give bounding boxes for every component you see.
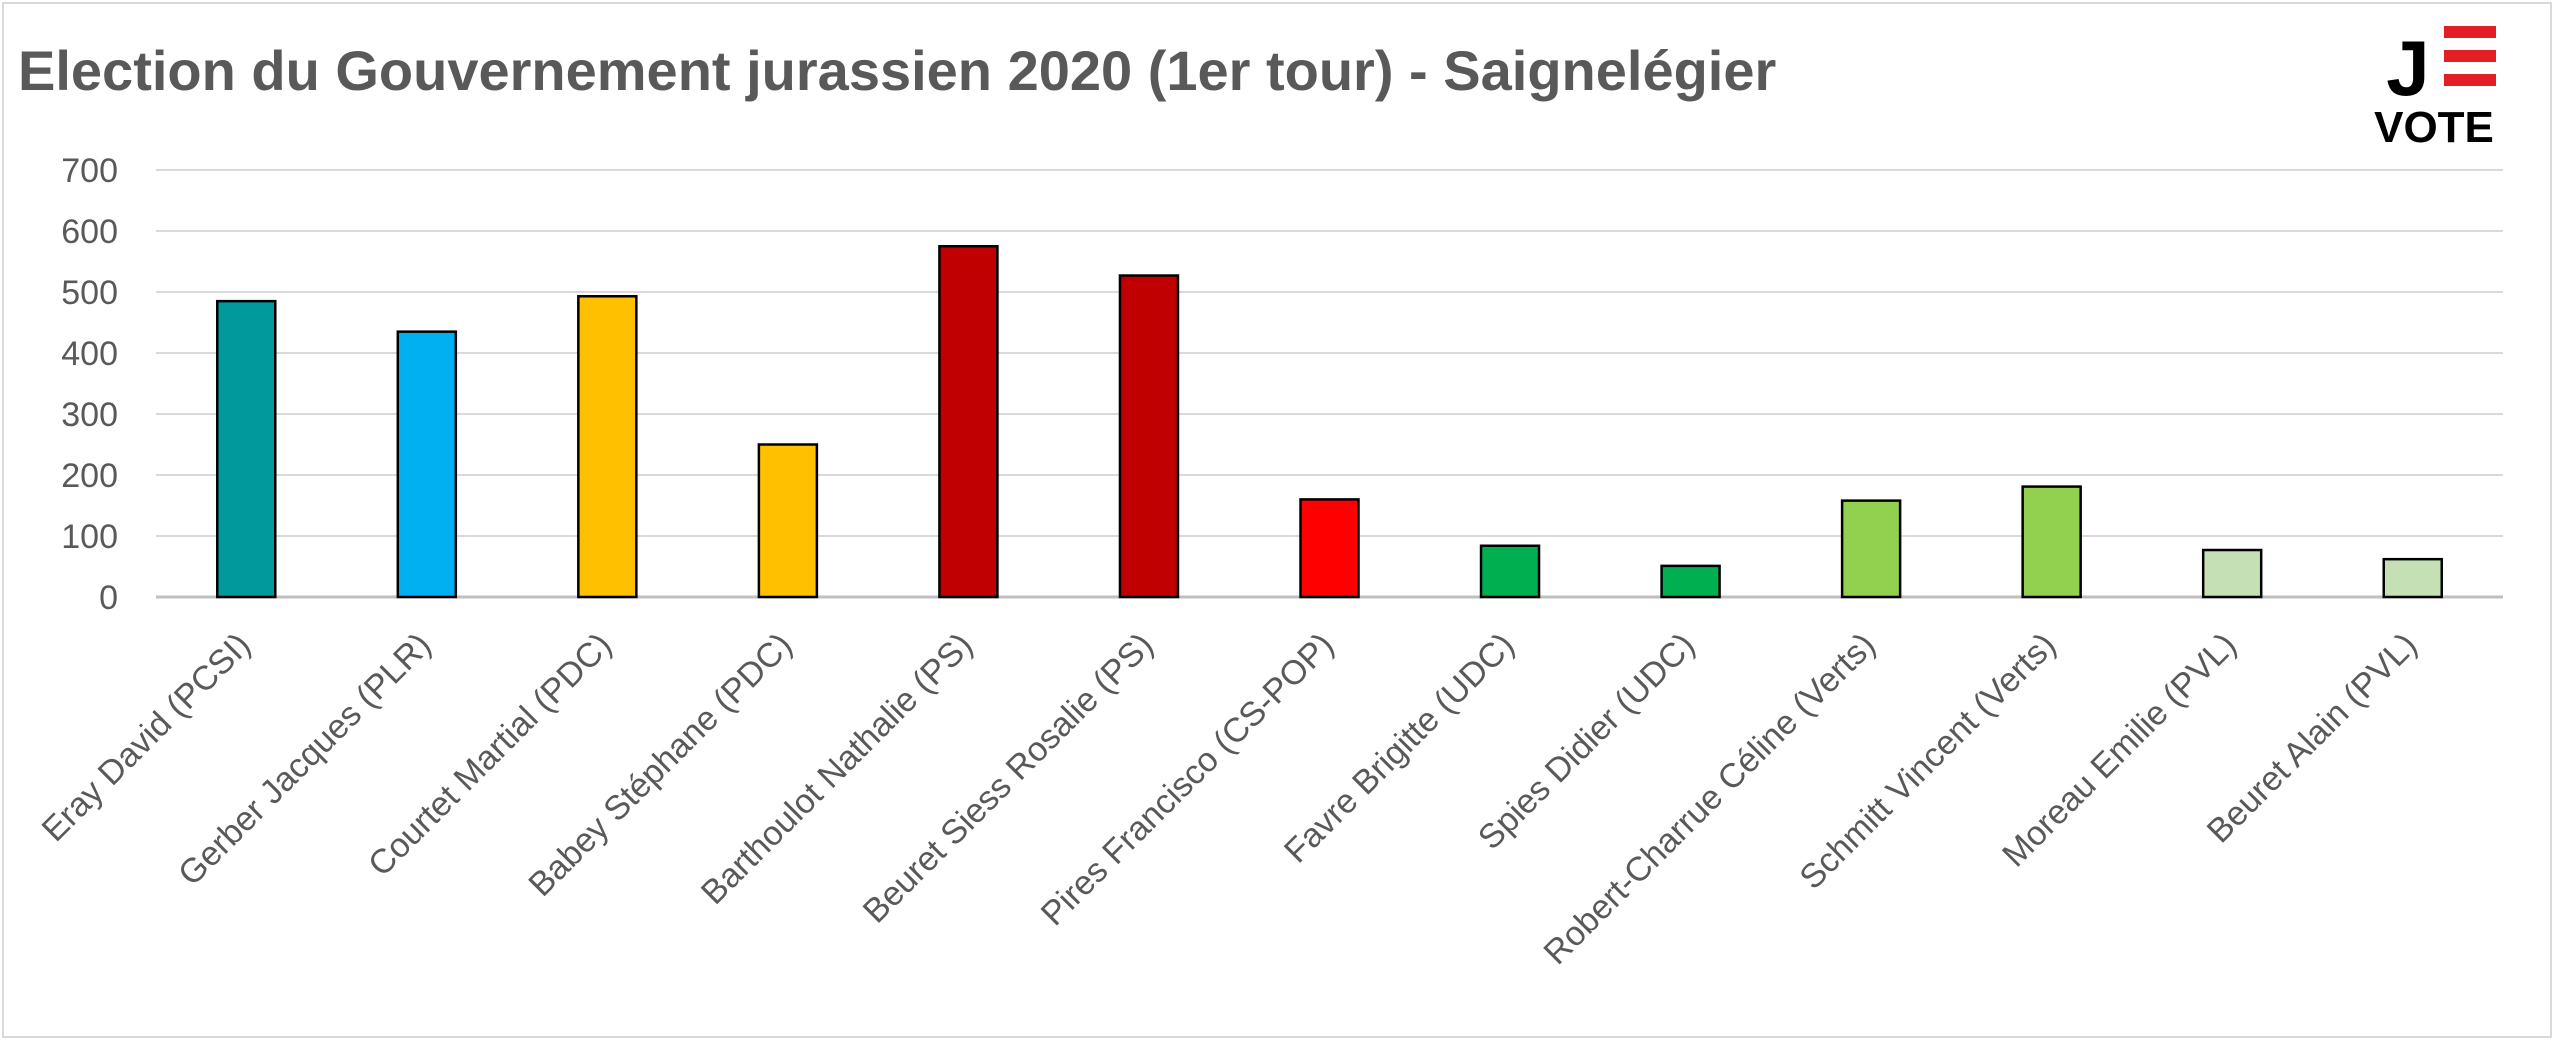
- x-category-label: Pires Francisco (CS-POP): [1034, 626, 1341, 933]
- bar: [2201, 548, 2263, 599]
- logo-vote-text: VOTE: [2374, 103, 2494, 152]
- bar: [938, 245, 999, 599]
- logo-letter: J: [2386, 24, 2429, 112]
- logo-stripe: [2444, 26, 2496, 38]
- logo-stripe: [2444, 50, 2496, 62]
- bar: [396, 330, 458, 599]
- bar: [1299, 498, 1360, 599]
- y-tick-label: 500: [61, 274, 118, 312]
- bar: [757, 443, 819, 599]
- bars: [216, 245, 2443, 599]
- x-category-label: Beuret Siess Rosalie (PS): [856, 626, 1161, 931]
- bar: [1660, 564, 1721, 599]
- y-tick-label: 0: [99, 579, 118, 617]
- y-tick-label: 200: [61, 457, 118, 495]
- bar: [577, 295, 638, 599]
- y-tick-label: 600: [61, 213, 118, 251]
- chart-title: Election du Gouvernement jurassien 2020 …: [18, 39, 1777, 102]
- bar: [216, 299, 277, 599]
- je-vote-logo: J VOTE: [2374, 24, 2496, 152]
- y-tick-label: 400: [61, 335, 118, 373]
- bar: [1479, 544, 1541, 599]
- bar: [2021, 485, 2082, 599]
- y-tick-label: 100: [61, 518, 118, 556]
- bar: [1118, 274, 1180, 599]
- x-axis-labels: Eray David (PCSI)Gerber Jacques (PLR)Cou…: [35, 626, 2425, 972]
- y-tick-label: 700: [61, 152, 118, 190]
- y-tick-label: 300: [61, 396, 118, 434]
- x-category-label: Robert-Charrue Céline (Verts): [1537, 626, 1883, 972]
- bar: [1840, 499, 1902, 599]
- y-axis-ticks: 0 100 200 300 400 500 600 700: [61, 152, 118, 617]
- logo-stripe: [2444, 74, 2496, 86]
- gridlines: [156, 169, 2503, 599]
- bar: [2382, 557, 2443, 599]
